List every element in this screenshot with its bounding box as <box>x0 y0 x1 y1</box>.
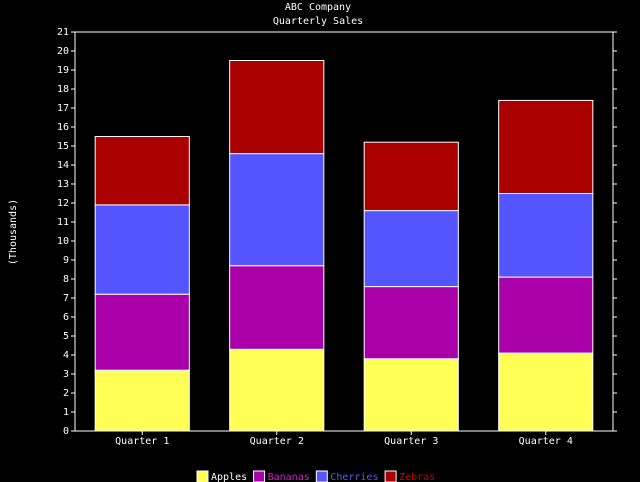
y-tick-label: 5 <box>63 331 69 342</box>
y-tick-label: 13 <box>57 179 69 190</box>
plot-frame <box>74 31 614 432</box>
y-tick-label: 20 <box>57 46 69 57</box>
legend-swatch-cherries <box>315 470 328 482</box>
y-tick-label: 0 <box>63 426 69 437</box>
chart-title: ABC Company <box>285 2 351 13</box>
legend-label-zebras: Zebras <box>399 472 435 482</box>
y-tick-label: 4 <box>63 350 69 361</box>
bar-apples-3 <box>363 358 459 432</box>
bar-bananas-1 <box>94 293 190 371</box>
legend-swatch-bananas <box>253 470 266 482</box>
legend-label-apples: Apples <box>211 472 247 482</box>
y-tick-label: 7 <box>63 293 69 304</box>
bar-cherries-4 <box>498 193 594 278</box>
bar-apples-2 <box>229 348 325 432</box>
x-tick-label: Quarter 3 <box>384 436 438 447</box>
y-tick-label: 18 <box>57 84 69 95</box>
bar-apples-4 <box>498 352 594 432</box>
x-tick-label: Quarter 2 <box>250 436 304 447</box>
x-tick-label: Quarter 1 <box>115 436 169 447</box>
bar-cherries-2 <box>229 153 325 267</box>
legend-swatch-zebras <box>384 470 397 482</box>
plot-area: 0123456789101112131415161718192021Quarte… <box>57 27 617 447</box>
y-tick-label: 8 <box>63 274 69 285</box>
y-tick-label: 9 <box>63 255 69 266</box>
y-tick-label: 1 <box>63 407 69 418</box>
bar-cherries-3 <box>363 210 459 288</box>
y-tick-label: 16 <box>57 122 69 133</box>
y-tick-label: 10 <box>57 236 69 247</box>
bar-zebras-2 <box>229 60 325 155</box>
bar-zebras-3 <box>363 141 459 212</box>
legend-label-bananas: Bananas <box>268 472 310 482</box>
y-tick-label: 14 <box>57 160 69 171</box>
bar-cherries-1 <box>94 204 190 295</box>
bar-bananas-4 <box>498 276 594 354</box>
legend: Apples Bananas Cherries Zebras <box>196 470 435 482</box>
bar-bananas-2 <box>229 265 325 350</box>
bar-zebras-1 <box>94 136 190 206</box>
bar-apples-1 <box>94 369 190 432</box>
legend-label-cherries: Cherries <box>330 472 378 482</box>
y-axis-label: (Thousands) <box>8 199 19 265</box>
bar-bananas-3 <box>363 286 459 360</box>
y-tick-label: 17 <box>57 103 69 114</box>
bar-zebras-4 <box>498 99 594 194</box>
y-tick-label: 19 <box>57 65 69 76</box>
y-tick-label: 2 <box>63 388 69 399</box>
y-tick-label: 6 <box>63 312 69 323</box>
y-tick-label: 11 <box>57 217 69 228</box>
legend-swatch-apples <box>196 470 209 482</box>
x-tick-label: Quarter 4 <box>519 436 573 447</box>
y-tick-label: 12 <box>57 198 69 209</box>
chart-subtitle: Quarterly Sales <box>273 16 363 27</box>
y-tick-label: 3 <box>63 369 69 380</box>
y-tick-label: 15 <box>57 141 69 152</box>
y-tick-label: 21 <box>57 27 69 38</box>
